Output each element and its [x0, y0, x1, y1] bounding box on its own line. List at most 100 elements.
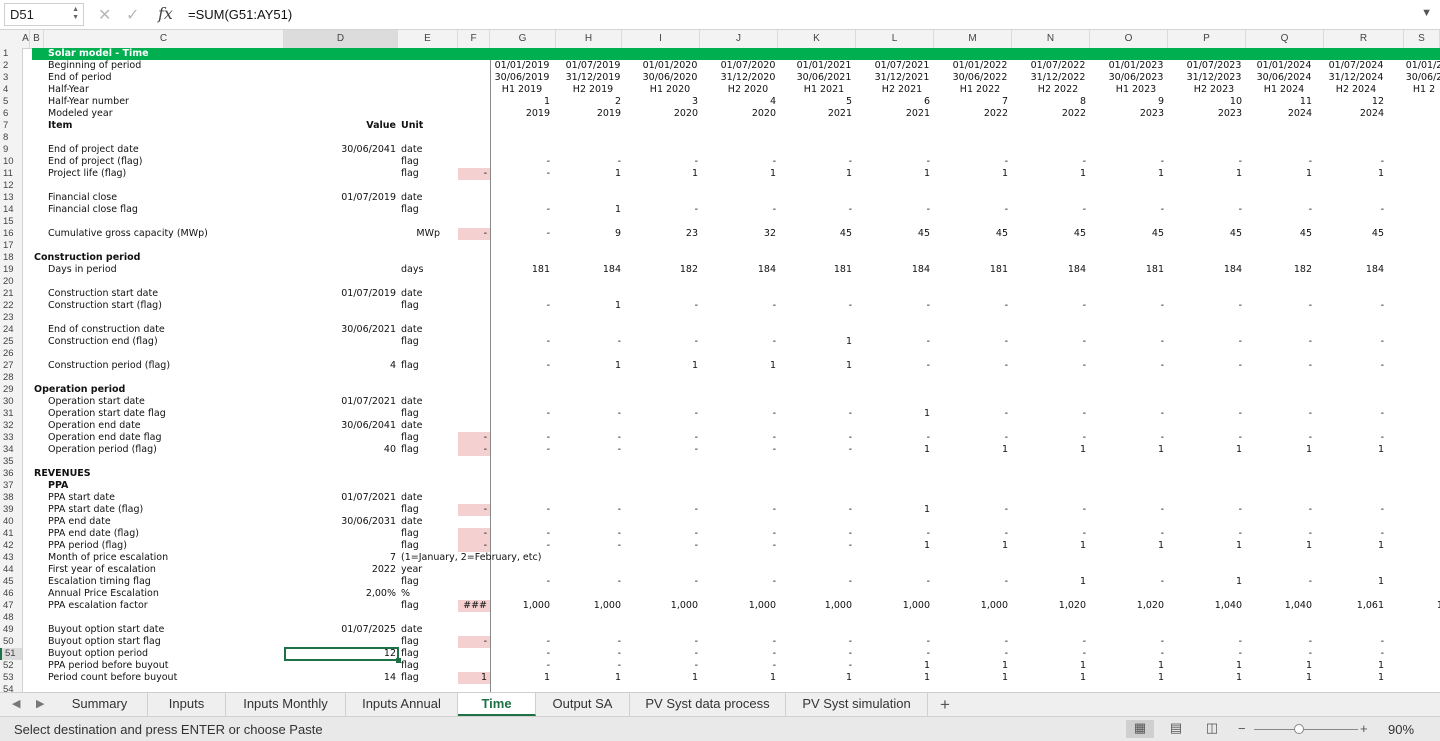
normal-view-icon[interactable]: ▦: [1126, 720, 1154, 738]
row-header[interactable]: 22: [3, 300, 14, 311]
row-header[interactable]: 39: [3, 504, 14, 515]
row-header[interactable]: 12: [3, 180, 14, 191]
row-header[interactable]: 43: [3, 552, 14, 563]
name-box[interactable]: D51 ▲ ▼: [4, 3, 84, 26]
row-header[interactable]: 38: [3, 492, 14, 503]
check-cell[interactable]: [458, 228, 490, 240]
zoom-slider-track[interactable]: [1254, 729, 1358, 730]
row-header[interactable]: 21: [3, 288, 14, 299]
row-header[interactable]: 7: [3, 120, 9, 131]
column-header-o[interactable]: O: [1090, 30, 1168, 48]
name-box-spinner-icon[interactable]: ▲ ▼: [72, 6, 79, 21]
column-header-f[interactable]: F: [458, 30, 490, 48]
column-header-p[interactable]: P: [1168, 30, 1246, 48]
close-icon[interactable]: ✕: [98, 7, 112, 24]
check-cell[interactable]: [458, 528, 490, 540]
column-header-q[interactable]: Q: [1246, 30, 1324, 48]
zoom-out-icon[interactable]: −: [1238, 721, 1246, 736]
row-header[interactable]: 17: [3, 240, 14, 251]
row-header[interactable]: 25: [3, 336, 14, 347]
row-header[interactable]: 37: [3, 480, 14, 491]
active-cell-selection[interactable]: [284, 647, 401, 663]
sheet-tab-summary[interactable]: Summary: [52, 693, 148, 716]
row-header[interactable]: 31: [3, 408, 14, 419]
check-cell[interactable]: [458, 600, 490, 612]
row-header[interactable]: 48: [3, 612, 14, 623]
cell-area[interactable]: Solar model - Time Beginning of period 01/…: [0, 48, 1440, 692]
sheet-tab-inputs[interactable]: Inputs: [148, 693, 226, 716]
check-cell[interactable]: [458, 636, 490, 648]
row-header[interactable]: 50: [3, 636, 14, 647]
row-header[interactable]: 18: [3, 252, 14, 263]
check-cell[interactable]: [458, 168, 490, 180]
column-header-m[interactable]: M: [934, 30, 1012, 48]
row-header[interactable]: 20: [3, 276, 14, 287]
row-header[interactable]: 51: [0, 648, 22, 660]
check-cell[interactable]: [458, 432, 490, 444]
row-header[interactable]: 27: [3, 360, 14, 371]
row-header[interactable]: 45: [3, 576, 14, 587]
column-header-l[interactable]: L: [856, 30, 934, 48]
function-icon[interactable]: fx: [158, 4, 173, 23]
zoom-level[interactable]: 90%: [1388, 722, 1415, 737]
row-header[interactable]: 2: [3, 60, 9, 71]
row-header[interactable]: 40: [3, 516, 14, 527]
sheet-tab-time[interactable]: Time: [458, 693, 536, 716]
row-header[interactable]: 53: [3, 672, 14, 683]
row-header[interactable]: 6: [3, 108, 9, 119]
page-break-icon[interactable]: ◫: [1205, 720, 1219, 735]
row-header[interactable]: 36: [3, 468, 14, 479]
column-header-j[interactable]: J: [700, 30, 778, 48]
check-cell[interactable]: [458, 672, 490, 684]
row-header[interactable]: 32: [3, 420, 14, 431]
row-header[interactable]: 44: [3, 564, 14, 575]
row-header[interactable]: 54: [3, 684, 14, 692]
row-header[interactable]: 5: [3, 96, 9, 107]
formula-input[interactable]: =SUM(G51:AY51): [188, 7, 293, 22]
chevron-down-icon[interactable]: ▼: [1421, 7, 1432, 19]
row-header[interactable]: 26: [3, 348, 14, 359]
row-header[interactable]: 13: [3, 192, 14, 203]
column-header-i[interactable]: I: [622, 30, 700, 48]
column-header-c[interactable]: C: [44, 30, 284, 48]
zoom-in-icon[interactable]: +: [1360, 721, 1368, 736]
row-header[interactable]: 49: [3, 624, 14, 635]
row-header[interactable]: 14: [3, 204, 14, 215]
row-header[interactable]: 28: [3, 372, 14, 383]
row-header[interactable]: 4: [3, 84, 9, 95]
row-header[interactable]: 11: [3, 168, 13, 179]
column-header-k[interactable]: K: [778, 30, 856, 48]
column-header-g[interactable]: G: [490, 30, 556, 48]
row-header[interactable]: 24: [3, 324, 14, 335]
row-header[interactable]: 23: [3, 312, 14, 323]
row-header[interactable]: 3: [3, 72, 9, 83]
sheet-tab-pv-syst-simulation[interactable]: PV Syst simulation: [786, 693, 928, 716]
column-header-e[interactable]: E: [398, 30, 458, 48]
zoom-slider-handle[interactable]: [1293, 724, 1304, 734]
column-header-h[interactable]: H: [556, 30, 622, 48]
sheet-tab-output-sa[interactable]: Output SA: [536, 693, 630, 716]
row-header[interactable]: 16: [3, 228, 14, 239]
row-header[interactable]: 52: [3, 660, 14, 671]
check-icon[interactable]: ✓: [126, 7, 140, 24]
row-header[interactable]: 42: [3, 540, 14, 551]
add-sheet-icon[interactable]: +: [940, 695, 950, 714]
row-header[interactable]: 33: [3, 432, 14, 443]
row-header[interactable]: 15: [3, 216, 14, 227]
row-header[interactable]: 47: [3, 600, 14, 611]
page-layout-icon[interactable]: ▤: [1169, 720, 1183, 735]
column-header-r[interactable]: R: [1324, 30, 1404, 48]
row-header[interactable]: 9: [3, 144, 9, 155]
sheet-tab-inputs-monthly[interactable]: Inputs Monthly: [226, 693, 346, 716]
row-header[interactable]: 8: [3, 132, 9, 143]
check-cell[interactable]: [458, 444, 490, 456]
sheet-tab-pv-syst-data-process[interactable]: PV Syst data process: [630, 693, 786, 716]
column-header-b[interactable]: B: [30, 30, 44, 48]
column-header-s[interactable]: S: [1404, 30, 1440, 48]
row-header[interactable]: 1: [3, 48, 9, 59]
prev-sheet-icon[interactable]: ◀: [12, 698, 21, 710]
row-header[interactable]: 35: [3, 456, 14, 467]
column-header-n[interactable]: N: [1012, 30, 1090, 48]
row-header[interactable]: 19: [3, 264, 14, 275]
